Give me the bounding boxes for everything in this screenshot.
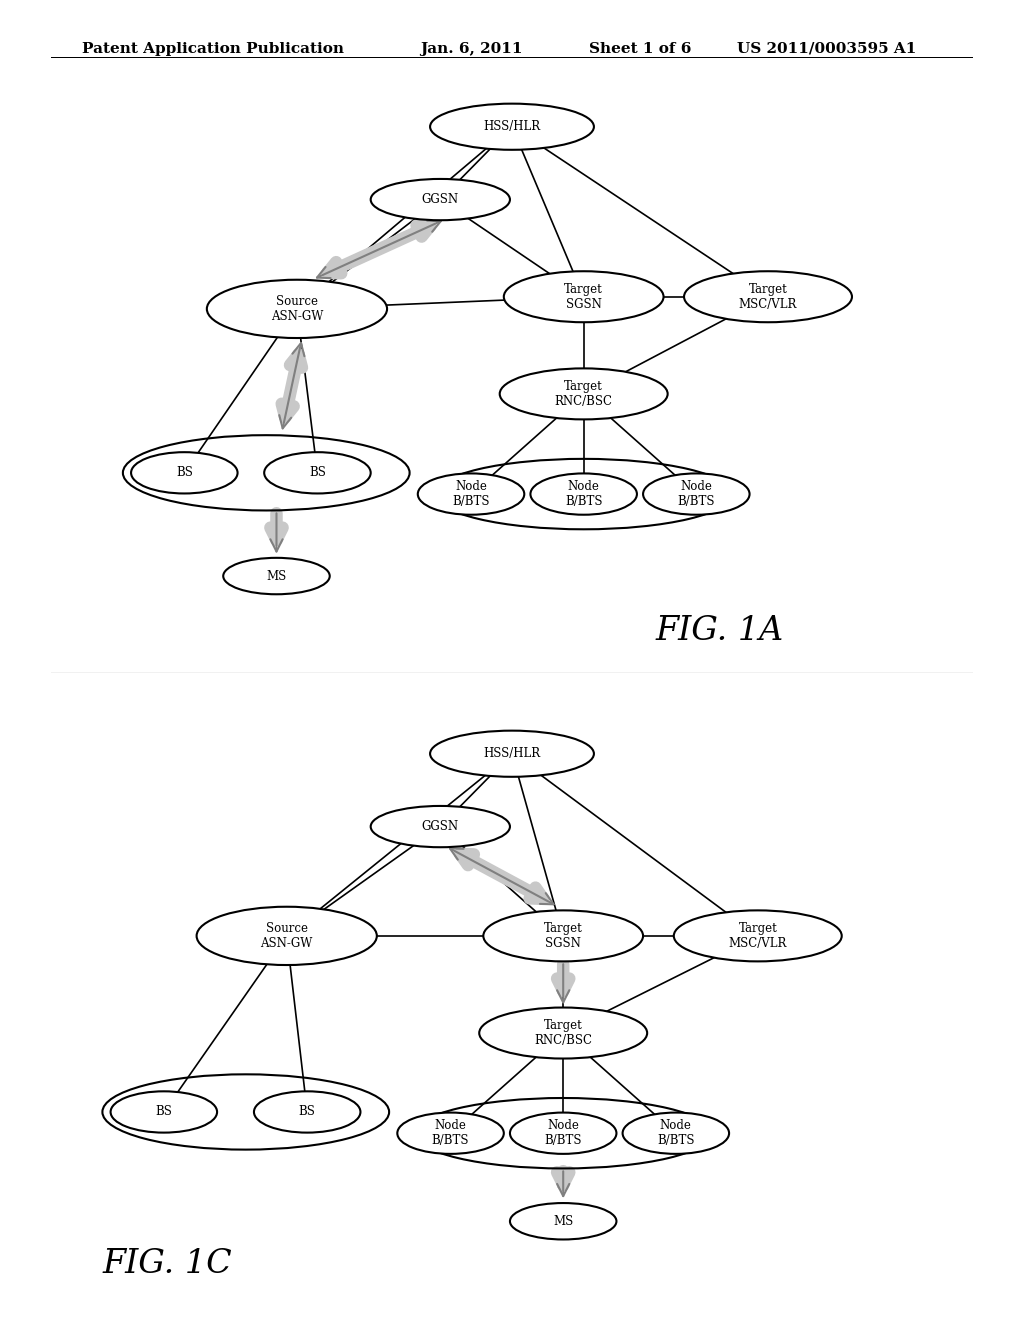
Ellipse shape — [530, 474, 637, 515]
Text: FIG. 1C: FIG. 1C — [102, 1247, 232, 1280]
Ellipse shape — [223, 558, 330, 594]
Ellipse shape — [504, 271, 664, 322]
Text: HSS/HLR: HSS/HLR — [483, 120, 541, 133]
Text: Target
MSC/VLR: Target MSC/VLR — [738, 282, 798, 310]
Text: MS: MS — [266, 569, 287, 582]
Text: Node
B/BTS: Node B/BTS — [678, 480, 715, 508]
Text: Source
ASN-GW: Source ASN-GW — [260, 921, 313, 950]
Text: Node
B/BTS: Node B/BTS — [657, 1119, 694, 1147]
Text: Target
SGSN: Target SGSN — [544, 921, 583, 950]
Ellipse shape — [643, 474, 750, 515]
Ellipse shape — [264, 453, 371, 494]
Ellipse shape — [684, 271, 852, 322]
Text: GGSN: GGSN — [422, 820, 459, 833]
Text: BS: BS — [156, 1105, 172, 1118]
Ellipse shape — [674, 911, 842, 961]
Text: MS: MS — [553, 1214, 573, 1228]
Ellipse shape — [500, 368, 668, 420]
Text: BS: BS — [309, 466, 326, 479]
Text: Node
B/BTS: Node B/BTS — [545, 1119, 582, 1147]
Ellipse shape — [483, 911, 643, 961]
Text: US 2011/0003595 A1: US 2011/0003595 A1 — [737, 42, 916, 55]
Ellipse shape — [131, 453, 238, 494]
Ellipse shape — [371, 807, 510, 847]
Ellipse shape — [111, 1092, 217, 1133]
Text: Node
B/BTS: Node B/BTS — [565, 480, 602, 508]
Ellipse shape — [623, 1113, 729, 1154]
Text: Source
ASN-GW: Source ASN-GW — [270, 294, 324, 323]
Ellipse shape — [510, 1203, 616, 1239]
Text: Target
RNC/BSC: Target RNC/BSC — [535, 1019, 592, 1047]
Ellipse shape — [197, 907, 377, 965]
Text: FIG. 1A: FIG. 1A — [655, 615, 783, 647]
Text: Target
SGSN: Target SGSN — [564, 282, 603, 310]
Text: BS: BS — [176, 466, 193, 479]
Ellipse shape — [397, 1113, 504, 1154]
Text: Sheet 1 of 6: Sheet 1 of 6 — [589, 42, 691, 55]
Text: Target
RNC/BSC: Target RNC/BSC — [555, 380, 612, 408]
Ellipse shape — [510, 1113, 616, 1154]
Ellipse shape — [207, 280, 387, 338]
Text: Jan. 6, 2011: Jan. 6, 2011 — [420, 42, 522, 55]
Text: Node
B/BTS: Node B/BTS — [432, 1119, 469, 1147]
Text: Patent Application Publication: Patent Application Publication — [82, 42, 344, 55]
Ellipse shape — [371, 180, 510, 220]
Text: HSS/HLR: HSS/HLR — [483, 747, 541, 760]
Text: GGSN: GGSN — [422, 193, 459, 206]
Ellipse shape — [430, 731, 594, 776]
Ellipse shape — [254, 1092, 360, 1133]
Ellipse shape — [430, 104, 594, 149]
Text: Target
MSC/VLR: Target MSC/VLR — [728, 921, 787, 950]
Ellipse shape — [418, 474, 524, 515]
Text: BS: BS — [299, 1105, 315, 1118]
Ellipse shape — [479, 1007, 647, 1059]
Text: Node
B/BTS: Node B/BTS — [453, 480, 489, 508]
